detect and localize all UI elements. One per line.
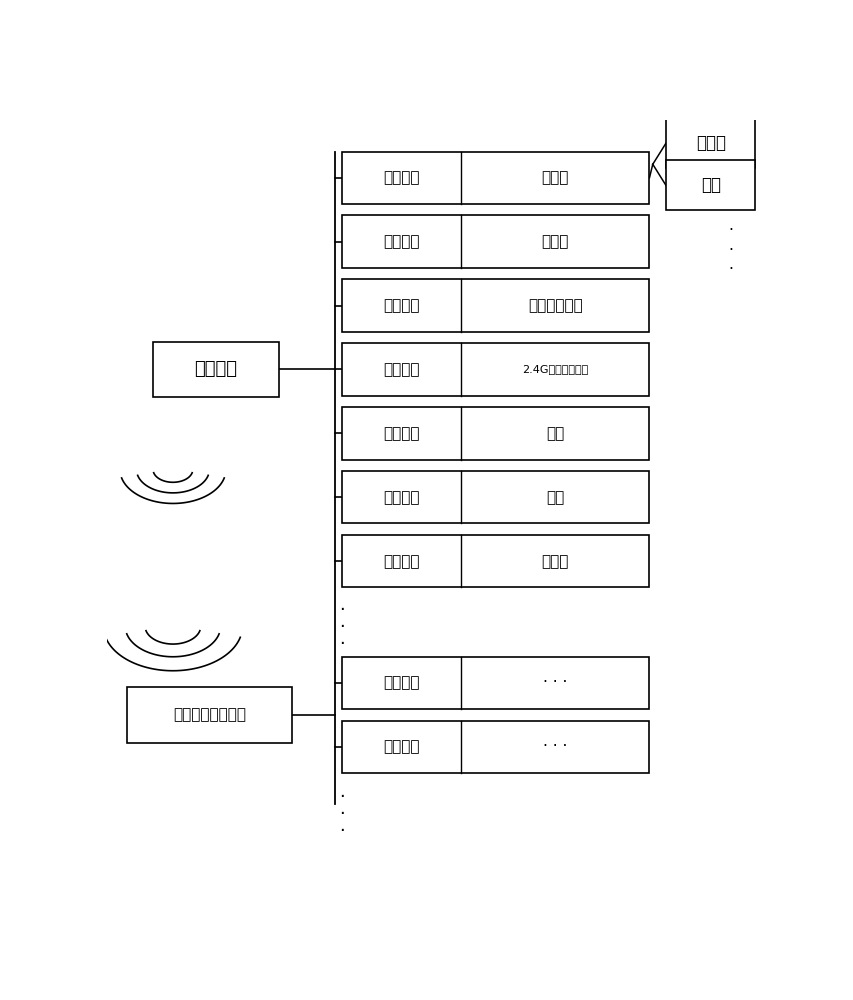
Text: .: . bbox=[339, 783, 344, 801]
Text: 运算芯片: 运算芯片 bbox=[383, 739, 419, 754]
Bar bbox=[341, 657, 648, 709]
Bar bbox=[153, 342, 278, 397]
Text: 电机: 电机 bbox=[545, 426, 564, 441]
Bar bbox=[341, 215, 648, 268]
Text: .: . bbox=[339, 630, 344, 648]
Bar bbox=[665, 118, 754, 168]
Bar bbox=[341, 407, 648, 460]
Text: .: . bbox=[728, 218, 732, 233]
Text: 运算芯片: 运算芯片 bbox=[383, 298, 419, 313]
Text: 运算芯片: 运算芯片 bbox=[383, 362, 419, 377]
Text: 电机: 电机 bbox=[699, 176, 720, 194]
Bar bbox=[126, 687, 292, 743]
Text: 感应器: 感应器 bbox=[541, 234, 568, 249]
Text: 感应器: 感应器 bbox=[695, 134, 725, 152]
Text: .: . bbox=[339, 800, 344, 818]
Text: .: . bbox=[339, 596, 344, 614]
Text: .: . bbox=[728, 257, 732, 272]
Bar bbox=[341, 471, 648, 523]
Text: 运算芯片: 运算芯片 bbox=[383, 675, 419, 690]
Text: 舵机: 舵机 bbox=[545, 490, 564, 505]
Text: 驱动板: 驱动板 bbox=[541, 170, 568, 185]
Bar bbox=[341, 152, 648, 204]
Text: 运算芯片: 运算芯片 bbox=[383, 170, 419, 185]
Bar bbox=[341, 279, 648, 332]
Text: .: . bbox=[728, 238, 732, 253]
Text: 运算芯片: 运算芯片 bbox=[383, 554, 419, 569]
Text: .: . bbox=[339, 817, 344, 835]
Text: 主控模块: 主控模块 bbox=[194, 360, 237, 378]
Text: 红外接收元件: 红外接收元件 bbox=[527, 298, 582, 313]
Text: 传感器: 传感器 bbox=[541, 554, 568, 569]
Bar bbox=[341, 535, 648, 587]
Text: 无线通信控制设备: 无线通信控制设备 bbox=[172, 707, 246, 722]
Text: 2.4G智能家居元件: 2.4G智能家居元件 bbox=[521, 364, 588, 374]
Bar bbox=[341, 721, 648, 773]
Text: 运算芯片: 运算芯片 bbox=[383, 234, 419, 249]
Bar bbox=[341, 343, 648, 396]
Bar bbox=[665, 160, 754, 210]
Text: 运算芯片: 运算芯片 bbox=[383, 490, 419, 505]
Text: .: . bbox=[339, 613, 344, 631]
Text: · · ·: · · · bbox=[543, 675, 566, 690]
Text: 运算芯片: 运算芯片 bbox=[383, 426, 419, 441]
Text: · · ·: · · · bbox=[543, 739, 566, 754]
